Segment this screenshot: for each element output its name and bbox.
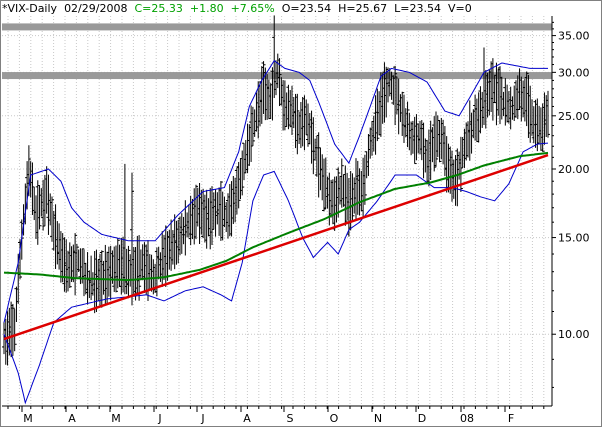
chart-header: *VIX-Daily 02/29/2008 C=25.33 +1.80 +7.6…: [2, 2, 472, 15]
y-tick-label: 25.00: [558, 110, 590, 123]
price-bar: [114, 245, 118, 293]
price-bar: [250, 106, 255, 147]
high-value: H=25.67: [338, 2, 388, 15]
trendline-layer: [3, 153, 549, 341]
grid-lines: [2, 16, 552, 406]
moving-average-line: [3, 151, 549, 282]
price-bar: [412, 116, 417, 165]
x-tick-label: 08: [460, 412, 474, 425]
x-tick-label: S: [287, 412, 294, 425]
price-bar: [236, 162, 241, 209]
price-bar: [375, 88, 380, 142]
price-bar: [524, 71, 529, 127]
price-bar: [50, 196, 54, 242]
x-tick-label: M: [111, 412, 121, 425]
bollinger-bands: [3, 59, 549, 405]
x-tick-label: D: [418, 412, 426, 425]
price-bar: [10, 303, 15, 356]
price-bar: [73, 233, 78, 296]
date-label: 02/29/2008: [64, 2, 128, 15]
price-bar: [194, 184, 198, 240]
x-tick-label: N: [374, 412, 382, 425]
price-bar: [295, 93, 300, 155]
close-value: C=25.33: [134, 2, 183, 15]
price-bar: [434, 111, 438, 167]
y-tick-label: 15.00: [558, 232, 590, 245]
x-tick-label: J: [200, 412, 204, 425]
x-tick-label: M: [23, 412, 33, 425]
open-value: O=23.54: [281, 2, 332, 15]
x-tick-label: F: [508, 412, 514, 425]
resistance-bands: [2, 23, 552, 80]
upper-bollinger-band: [3, 59, 548, 323]
x-tick-label: A: [68, 412, 76, 425]
price-bar: [546, 90, 550, 138]
price-bar: [400, 91, 405, 136]
price-bar: [126, 245, 131, 299]
price-bar: [218, 181, 223, 241]
symbol-label: *VIX-Daily: [2, 2, 58, 15]
price-bar: [322, 158, 326, 212]
x-tick-label: A: [243, 412, 251, 425]
volume-value: V=0: [447, 2, 472, 15]
resistance-band: [2, 23, 552, 31]
price-bar: [37, 185, 42, 230]
y-tick-label: 35.00: [558, 30, 590, 43]
trendline: [3, 153, 549, 341]
x-tick-label: O: [330, 412, 339, 425]
price-bar: [74, 243, 79, 279]
price-bar: [393, 65, 398, 126]
y-tick-label: 10.00: [558, 328, 590, 341]
price-bar: [343, 165, 348, 226]
price-bar: [130, 172, 134, 306]
y-tick-label: 20.00: [558, 163, 590, 176]
price-bars: [2, 15, 550, 366]
low-value: L=23.54: [394, 2, 441, 15]
resistance-band: [2, 72, 552, 80]
percent-change-value: +7.65%: [230, 2, 275, 15]
price-bar: [240, 150, 245, 196]
price-bar: [437, 120, 442, 163]
price-bar: [67, 242, 72, 289]
price-bar: [432, 116, 437, 172]
price-bar: [458, 136, 463, 192]
price-bar: [261, 61, 266, 115]
price-bar: [362, 154, 367, 205]
lower-bollinger-band: [3, 142, 549, 405]
price-bar: [336, 167, 341, 218]
price-bar: [277, 58, 282, 107]
price-bar: [339, 158, 344, 208]
price-bar: [137, 235, 142, 301]
x-tick-label: J: [157, 412, 161, 425]
moving-average: [3, 151, 549, 282]
y-tick-label: 30.00: [558, 66, 590, 79]
change-value: +1.80: [189, 2, 224, 15]
